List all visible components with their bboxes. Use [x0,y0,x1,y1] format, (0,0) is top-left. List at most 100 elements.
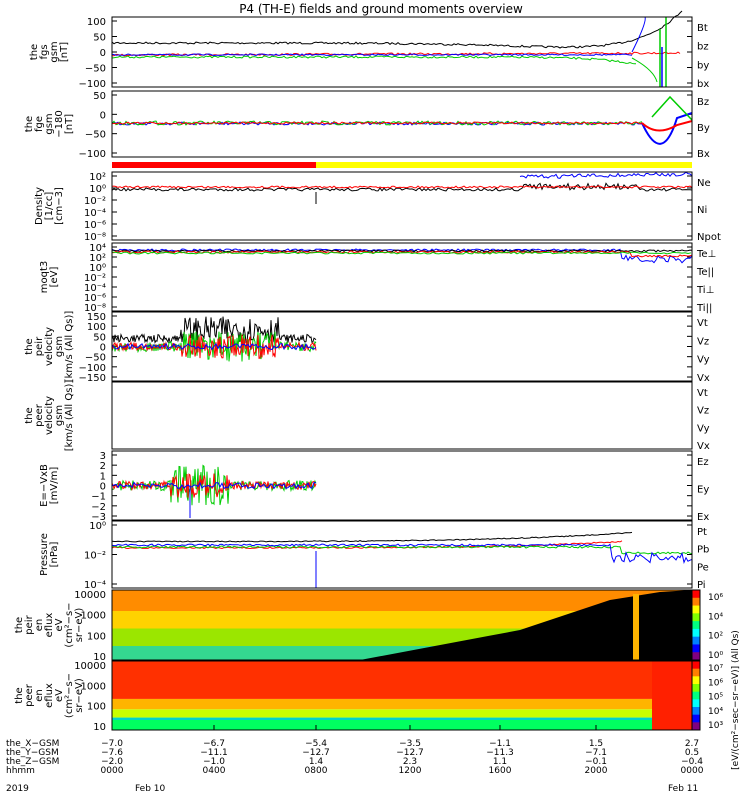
y-tick-label: −50 [85,353,106,364]
y-tick-label: 100 [87,631,106,642]
legend-entry: Ey [697,485,709,496]
panel-frame [111,381,693,450]
colorbars: 10⁶ 10⁴ 10² 10⁰ 10⁷ 10⁶ 10⁵ 10⁴ 10³ [691,589,723,731]
x-tick-label: 0000 [681,766,704,776]
panel-6: the peer velocity gsm [km/s (All Qs)] Vt Vz Vy V… [24,380,710,452]
y-axis-label: peer [34,403,45,427]
y-tick-label: −100 [79,149,106,160]
y-tick-label: 0 [100,110,106,121]
x-row-label: the_Z−GSM [6,757,59,767]
legend-entry: Vz [697,406,709,417]
heatmap-band [112,709,692,718]
y-tick-label: −100 [79,363,106,374]
x-tick-label: 2.7 [685,739,699,749]
x-row-label: the_X−GSM [6,739,59,749]
y-axis-label: en [34,689,45,702]
colorbar-label: [eV/(cm²−sec−sr−eV)] (All Qs) [731,630,741,770]
series-ex [111,481,317,490]
legend-entry: Vx [697,373,710,384]
series-by [111,55,636,65]
y-axis-label: E=−VxB [39,464,50,507]
y-tick-label: 0 [100,482,106,493]
panel-frame [111,171,693,241]
y-tick-label: 10² [89,172,106,183]
colorbar-tick: 10⁵ [708,693,723,703]
y-axis-label: sr−eV) [74,608,85,643]
panel-3: Density [1/cc] [cm−3] 10²10⁰10⁻²10⁻⁴10⁻⁶10⁻… [34,171,721,243]
colorbar-segment [692,605,700,614]
y-tick-label: 100 [87,702,106,713]
legend-entry: Te|| [696,267,714,278]
colorbar-segment [692,636,700,645]
y-tick-label: 10⁻⁸ [84,303,106,314]
x-tick-label: 0800 [305,766,328,776]
colorbar-frame [691,589,701,661]
legend-entry: Pi [697,580,706,591]
legend-entry: Ex [697,512,709,523]
y-axis-label: the [14,687,25,703]
y-axis-label: [km/s (All Qs)] [64,380,75,452]
legend-entry: Vt [697,318,708,329]
y-axis-label: [nPa] [49,541,60,567]
panel-1: the fgs gsm [nT] 100 50 0 −50 −100 Bt bz by bx [29,10,709,90]
colorbar-tick: 10⁷ [708,664,723,674]
legend-entry: Pb [697,545,709,556]
legend-entry: Ez [697,457,709,468]
y-axis-label: peir [24,614,35,634]
series-by-peak [651,95,693,121]
colorbar-tick: 10⁶ [708,593,723,603]
legend-entry: Vy [697,355,710,366]
legend-entry: By [697,123,710,134]
colorbar-segment [692,691,700,700]
colorbar-segment [692,597,700,607]
x-tick-label: −11.1 [200,748,228,758]
x-row-label: hhmm [6,766,35,776]
legend-entry: by [697,60,709,71]
series-te-perp [112,250,693,258]
heatmap-band [112,590,692,611]
series-vz [111,334,317,359]
heatmap-band [112,698,692,710]
colorbar-tick: 10² [708,632,723,642]
y-tick-label: 100 [87,17,106,28]
colorbar-segment [692,707,700,716]
y-axis-label: fge [34,116,45,132]
y-axis-label: [cm−3] [54,187,65,225]
x-tick-label: −12.7 [396,748,424,758]
legend-entry: Bx [697,149,710,160]
legend-entry: bz [697,42,709,53]
series-bx [111,53,633,57]
colorbar-segment [692,590,700,599]
series-pt [111,531,633,543]
legend-entry: Bt [697,23,708,34]
colorbar-tick: 10⁴ [708,707,723,717]
x-tick-label: −3.5 [399,739,421,749]
legend-entry: Ni [697,205,707,216]
colorbar-segment [692,652,700,661]
y-tick-label: 2 [100,461,106,472]
y-axis-label: (cm²−s− [64,602,75,647]
y-tick-label: 10⁻⁴ [84,580,106,591]
x-tick-label: −11.3 [486,748,514,758]
colorbar-segment [692,699,700,708]
y-axis-label: moqt3 [39,261,50,294]
y-tick-label: 10⁻² [84,273,106,284]
x-date-end: Feb 11 [668,784,698,794]
y-tick-label: −3 [91,512,106,523]
series-bx-tail [631,16,646,53]
colorbar-segment [692,644,700,653]
series-te-par [112,249,693,253]
x-tick-label: 2.3 [403,757,417,767]
y-tick-label: −1 [91,492,106,503]
y-axis-label: [eV] [49,267,60,288]
panel-8: Pressure [nPa] 10⁰ 10⁻² 10⁻⁴ Pt Pb Pe Pi [39,520,709,591]
y-tick-label: 10⁻⁴ [84,208,106,219]
y-tick-label: 10² [89,253,106,264]
colorbar-segment [692,714,700,723]
panel-frame [111,520,693,589]
x-tick-label: 0000 [101,766,124,776]
y-tick-label: 1000 [81,681,106,692]
colorbar-segment [692,613,700,622]
y-axis-label: eV [54,689,65,702]
